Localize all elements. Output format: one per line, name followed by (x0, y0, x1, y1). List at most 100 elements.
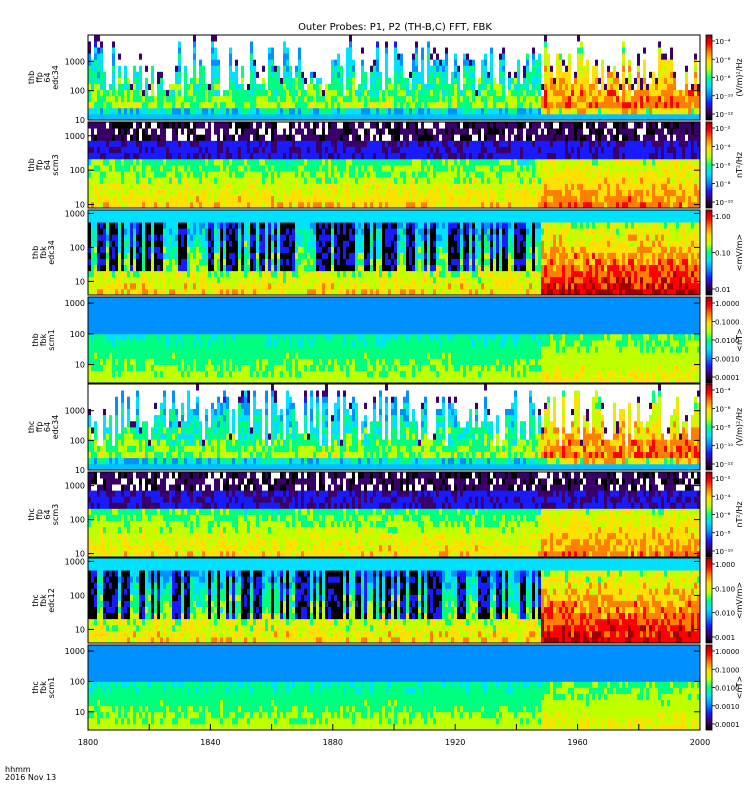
panel-label-line: thb (31, 333, 40, 346)
y-tick-label: 10 (75, 466, 85, 475)
panel-label-line: fbk (39, 594, 48, 607)
panel-label-line: thc (31, 681, 40, 694)
y-tick-label: 100 (70, 87, 85, 96)
panel-label-line: ffp (35, 72, 44, 83)
colorbar-tick-label: 0.0100 (715, 337, 740, 345)
panel-frame (87, 296, 701, 384)
time-label-format: hhmm (5, 765, 31, 774)
panel-label-line: 64 (43, 160, 52, 170)
colorbar-tick-label: 1.00 (715, 213, 731, 221)
time-axis: 1800 1840 1880 1920 1960 2000 (78, 724, 710, 747)
colorbar-tick-label: 0.1000 (715, 666, 740, 674)
panel-label-line: scm1 (47, 329, 56, 350)
panel-label-line: 64 (43, 72, 52, 82)
colorbar-tick-label: 10⁻⁶ (715, 56, 731, 64)
panel-label-line: thb (31, 246, 40, 259)
colorbar-tick-label: 10⁻² (715, 125, 731, 133)
panel-1: 1000 100 10 thb ffp 64 edc34 10⁻⁴ 10⁻⁶ 10⁻⁸ 10⁻¹⁰ 1… (27, 34, 744, 125)
panel-label-line: 64 (43, 422, 52, 432)
colorbar-tick-label: 10⁻¹⁰ (715, 93, 733, 101)
colorbar-tick-label: 0.100 (715, 585, 735, 593)
x-tick-label: 1880 (323, 738, 343, 747)
panel-label: thc ffp 64 edc34 (27, 415, 60, 440)
panel-label: thb fbk edc34 (31, 240, 56, 265)
spectrogram-image (88, 558, 700, 643)
colorbar (705, 471, 713, 558)
spectrogram-image (88, 384, 700, 470)
colorbar-tick-label: 10⁻² (715, 475, 731, 483)
panel-frame (87, 557, 701, 644)
panel-label: thc ffp 64 scm3 (27, 504, 60, 525)
panel-label-line: thb (27, 158, 36, 171)
panel-label-line: ffp (35, 422, 44, 433)
panel-8: 1000 100 10 thc fbk scm1 1.0000 0.1000 0.0100 0.0… (31, 644, 744, 731)
colorbar-tick-label: 10⁻¹² (715, 461, 733, 469)
colorbar-tick-label: 10⁻⁸ (715, 181, 731, 189)
panel-2: 1000 100 10 thb ffp 64 scm3 10⁻² 10⁻⁴ 10⁻⁶ 10⁻⁸ 10⁻… (27, 121, 744, 210)
colorbar-tick-label: 0.10 (715, 250, 731, 258)
colorbar-tick-label: 1.0000 (715, 648, 740, 656)
colorbar (705, 383, 713, 471)
colorbar-tick-label: 0.0100 (715, 685, 740, 693)
colorbar-units: <mV/m> (735, 234, 744, 271)
panel-label-line: scm3 (51, 504, 60, 525)
colorbar (705, 557, 713, 644)
y-tick-label: 10 (75, 116, 85, 125)
panel-label-line: scm1 (47, 677, 56, 698)
panel-label: thb ffp 64 scm3 (27, 154, 60, 175)
panel-frame (87, 471, 701, 558)
colorbar-tick-label: 10⁻⁴ (715, 38, 731, 46)
colorbar-tick-label: 10⁻⁶ (715, 406, 731, 414)
spectrogram-image (88, 472, 700, 557)
x-tick-label: 1840 (200, 738, 220, 747)
panel-label-line: thb (27, 71, 36, 84)
colorbar-tick-label: 0.001 (715, 634, 735, 642)
colorbar-units: <nT> (735, 676, 744, 699)
colorbar-tick-label: 0.1000 (715, 319, 740, 327)
colorbar-tick-label: 10⁻¹⁰ (715, 199, 733, 207)
spectrogram-image (88, 35, 700, 120)
time-label-date: 2016 Nov 13 (5, 773, 56, 782)
panel-label-line: fbk (39, 333, 48, 346)
colorbar-tick-label: 10⁻¹⁰ (715, 443, 733, 451)
y-tick-label: 100 (70, 516, 85, 525)
y-tick-label: 100 (70, 436, 85, 445)
y-tick-label: 100 (70, 591, 85, 600)
colorbar-tick-label: 10⁻⁸ (715, 424, 731, 432)
y-tick-label: 100 (70, 677, 85, 686)
y-tick-label: 1000 (65, 407, 85, 416)
colorbar-tick-label: 10⁻⁴ (715, 387, 731, 395)
colorbar-tick-label: 0.0010 (715, 703, 740, 711)
colorbar-tick-label: 0.01 (715, 286, 731, 294)
colorbar-tick-label: 0.0001 (715, 721, 740, 729)
colorbar (705, 296, 713, 384)
panel-label-line: fbk (39, 681, 48, 694)
panel-label-line: ffp (35, 160, 44, 171)
spectrogram-image (88, 645, 700, 730)
y-tick-label: 10 (75, 201, 85, 210)
y-tick-label: 10 (75, 361, 85, 370)
colorbar-units: nT²/Hz (735, 501, 744, 527)
colorbar-tick-label: 10⁻⁸ (715, 75, 731, 83)
y-tick-label: 10 (75, 708, 85, 717)
spectrogram-image (88, 122, 700, 208)
colorbar-units: nT²/Hz (735, 152, 744, 178)
chart-title: Outer Probes: P1, P2 (TH-B,C) FFT, FBK (298, 22, 492, 33)
panel-label-line: fbk (39, 246, 48, 259)
y-tick-label: 1000 (65, 557, 85, 566)
panel-label: thb fbk scm1 (31, 329, 56, 350)
spectrogram-image (88, 210, 700, 295)
colorbar-units: <nT> (735, 328, 744, 351)
y-tick-label: 1000 (65, 647, 85, 656)
colorbar-tick-label: 10⁻⁶ (715, 162, 731, 170)
colorbar-tick-label: 1.000 (715, 561, 735, 569)
panel-label-line: edc34 (51, 415, 60, 440)
colorbar-tick-label: 10⁻¹² (715, 111, 733, 119)
panel-label: thc fbk edc12 (31, 588, 56, 613)
panel-frame (87, 209, 701, 296)
panel-frame (87, 383, 701, 471)
panel-frame (87, 121, 701, 209)
colorbar (705, 209, 713, 296)
panel-frame (87, 34, 701, 121)
